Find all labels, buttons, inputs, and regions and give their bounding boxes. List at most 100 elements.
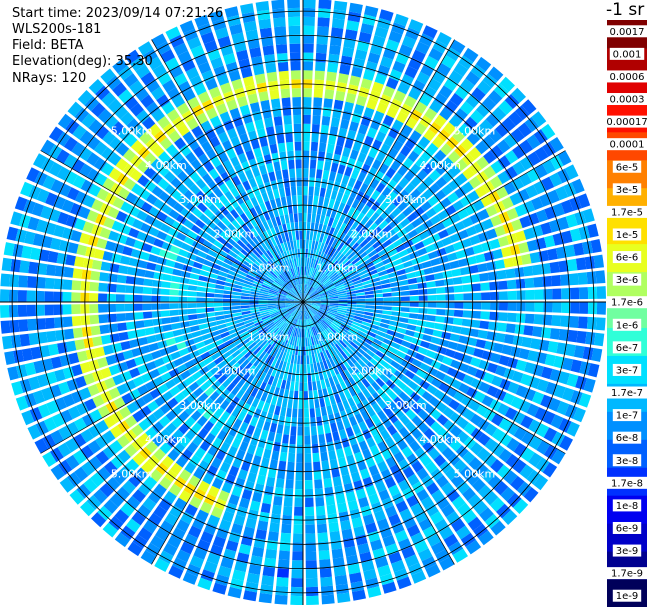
beta-cell <box>133 294 143 302</box>
beta-cell <box>189 496 202 509</box>
beta-cell <box>214 289 224 294</box>
beta-cell <box>319 332 326 342</box>
beta-cell <box>348 463 359 474</box>
beta-cell <box>219 231 230 241</box>
beta-cell <box>542 159 556 174</box>
beta-cell <box>123 214 136 226</box>
beta-cell <box>277 331 284 340</box>
beta-cell <box>398 538 412 551</box>
beta-cell <box>373 289 383 294</box>
beta-cell <box>311 304 321 308</box>
beta-cell <box>208 86 221 99</box>
beta-cell <box>258 350 267 360</box>
beta-cell <box>441 184 454 196</box>
beta-cell <box>218 490 230 502</box>
beta-cell <box>323 98 333 108</box>
beta-cell <box>195 376 206 387</box>
beta-cell <box>345 92 357 104</box>
beta-cell <box>327 217 335 227</box>
beta-cell <box>314 398 320 409</box>
beta-cell <box>395 212 406 223</box>
beta-cell <box>258 164 268 175</box>
beta-cell <box>300 302 303 311</box>
beta-cell <box>319 292 329 297</box>
beta-cell <box>205 254 216 263</box>
beta-cell <box>17 290 27 302</box>
beta-cell <box>2 335 13 350</box>
beta-cell <box>70 230 82 242</box>
beta-cell <box>312 345 317 355</box>
beta-cell <box>245 339 255 347</box>
beta-cell <box>388 513 401 526</box>
beta-cell <box>264 200 272 211</box>
beta-cell <box>199 270 210 277</box>
beta-cell <box>269 522 280 533</box>
beta-cell <box>34 438 49 454</box>
beta-cell <box>473 125 487 140</box>
beta-cell <box>74 256 85 268</box>
beta-cell <box>264 485 274 496</box>
beta-cell <box>375 151 387 163</box>
beta-cell <box>304 408 310 418</box>
beta-cell <box>300 293 303 302</box>
beta-cell <box>396 327 407 334</box>
beta-cell <box>354 361 363 371</box>
beta-cell <box>298 408 303 418</box>
beta-cell <box>303 293 306 302</box>
beta-cell <box>462 284 472 292</box>
beta-cell <box>232 291 242 296</box>
beta-cell <box>271 269 279 277</box>
beta-cell <box>307 286 312 295</box>
beta-cell <box>264 240 272 250</box>
beta-cell <box>344 333 354 341</box>
beta-cell <box>241 12 256 24</box>
beta-cell <box>289 435 296 445</box>
beta-cell <box>315 270 321 279</box>
beta-cell <box>293 276 298 286</box>
beta-cell <box>281 398 288 408</box>
beta-cell <box>196 297 206 302</box>
beta-cell <box>228 372 238 382</box>
beta-cell <box>108 273 118 283</box>
beta-cell <box>268 385 276 396</box>
beta-cell <box>274 594 288 605</box>
beta-cell <box>12 243 24 258</box>
beta-cell <box>363 69 375 81</box>
beta-cell <box>393 408 405 419</box>
beta-cell <box>451 268 462 277</box>
beta-cell <box>325 267 333 276</box>
beta-cell <box>341 193 349 204</box>
beta-cell <box>435 370 446 381</box>
beta-cell <box>571 178 585 194</box>
beta-cell <box>357 330 367 337</box>
beta-cell <box>205 287 215 293</box>
beta-cell <box>294 222 299 232</box>
beta-cell <box>391 291 401 297</box>
beta-cell <box>517 122 532 138</box>
beta-cell <box>351 405 360 416</box>
beta-cell <box>317 287 326 293</box>
beta-cell <box>379 526 393 539</box>
beta-cell <box>308 258 312 268</box>
beta-cell <box>384 213 395 224</box>
beta-cell <box>336 592 351 603</box>
beta-cell <box>168 483 182 497</box>
beta-cell <box>540 123 556 140</box>
beta-cell <box>587 223 599 238</box>
beta-cell <box>196 539 211 552</box>
beta-cell <box>489 238 501 250</box>
beta-cell <box>322 234 328 244</box>
beta-cell <box>548 397 561 412</box>
beta-cell <box>407 318 418 325</box>
beta-cell <box>128 473 142 488</box>
beta-cell <box>358 124 369 135</box>
beta-cell <box>380 318 391 325</box>
beta-cell <box>272 414 279 424</box>
beta-cell <box>254 278 264 284</box>
beta-cell <box>344 138 354 149</box>
beta-cell <box>158 151 171 164</box>
beta-cell <box>275 35 287 45</box>
beta-cell <box>445 467 458 481</box>
beta-cell <box>327 62 339 73</box>
beta-cell <box>516 481 532 497</box>
